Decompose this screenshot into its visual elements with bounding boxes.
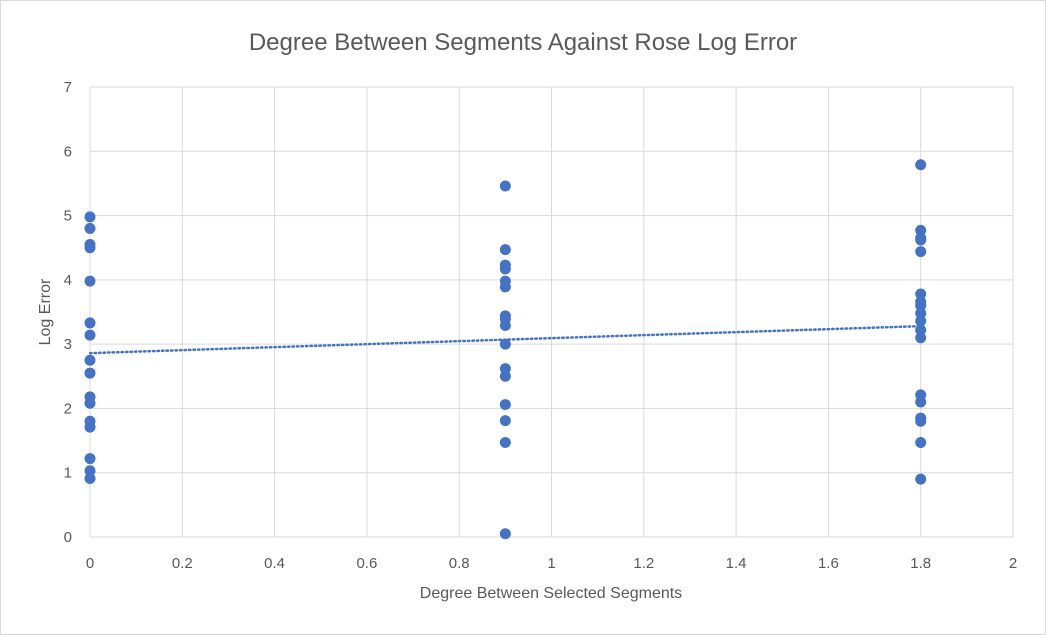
x-tick-label: 0.2 <box>172 555 193 572</box>
x-tick-label: 0.6 <box>356 555 377 572</box>
x-tick-label: 1.8 <box>910 555 931 572</box>
y-axis-ticks: 0 1 2 3 4 5 6 7 <box>64 79 72 546</box>
data-point <box>915 300 927 312</box>
data-point <box>84 473 96 484</box>
y-axis-label: Log Error <box>37 278 54 345</box>
data-points <box>84 159 927 540</box>
data-point <box>499 263 511 275</box>
data-point <box>915 224 927 236</box>
data-point <box>499 281 511 293</box>
data-point <box>915 415 927 427</box>
data-point <box>915 437 927 448</box>
y-tick-label: 2 <box>64 400 72 417</box>
data-point <box>499 415 511 427</box>
data-point <box>84 222 96 234</box>
y-tick-label: 6 <box>64 143 72 160</box>
x-tick-label: 1.6 <box>818 555 839 572</box>
data-point <box>499 244 511 256</box>
data-point <box>84 453 96 465</box>
data-point <box>84 354 96 366</box>
data-point <box>84 275 96 287</box>
data-point <box>499 437 511 448</box>
y-tick-label: 4 <box>64 272 72 289</box>
data-point <box>915 396 927 408</box>
x-axis-label: Degree Between Selected Segments <box>420 585 682 602</box>
y-tick-label: 3 <box>64 336 72 353</box>
data-point <box>84 465 96 477</box>
data-point <box>915 324 927 336</box>
data-point <box>915 473 927 485</box>
x-tick-label: 1.2 <box>633 555 654 572</box>
data-point <box>84 397 96 409</box>
data-point <box>915 246 927 258</box>
chart-title: Degree Between Segments Against Rose Log… <box>249 29 797 56</box>
data-point <box>915 159 927 171</box>
data-point <box>915 307 927 319</box>
data-point <box>499 399 511 411</box>
data-point <box>915 288 927 300</box>
x-tick-label: 1.4 <box>726 555 747 572</box>
y-tick-label: 7 <box>64 79 72 96</box>
data-point <box>915 332 927 344</box>
data-point <box>915 234 927 246</box>
data-point <box>84 329 96 341</box>
data-point <box>84 367 96 379</box>
x-tick-label: 0.8 <box>449 555 470 572</box>
data-point <box>84 211 96 223</box>
data-point <box>499 320 511 331</box>
data-point <box>84 242 96 254</box>
x-tick-label: 0 <box>86 555 94 572</box>
data-point <box>84 421 96 433</box>
y-tick-label: 0 <box>64 529 72 546</box>
data-point <box>84 317 96 329</box>
x-tick-label: 1 <box>547 555 555 572</box>
x-axis-ticks: 0 0.2 0.4 0.6 0.8 1 1.2 1.4 1.6 1.8 2 <box>86 555 1017 572</box>
data-point <box>499 528 511 540</box>
y-tick-label: 1 <box>64 465 72 482</box>
data-point <box>499 370 511 382</box>
plot-grid <box>89 86 1014 538</box>
x-tick-label: 2 <box>1009 555 1017 572</box>
data-point <box>499 338 511 350</box>
data-point <box>499 180 511 192</box>
data-point <box>915 315 927 327</box>
data-point <box>499 363 511 375</box>
x-tick-label: 0.4 <box>264 555 285 572</box>
y-tick-label: 5 <box>64 208 72 225</box>
